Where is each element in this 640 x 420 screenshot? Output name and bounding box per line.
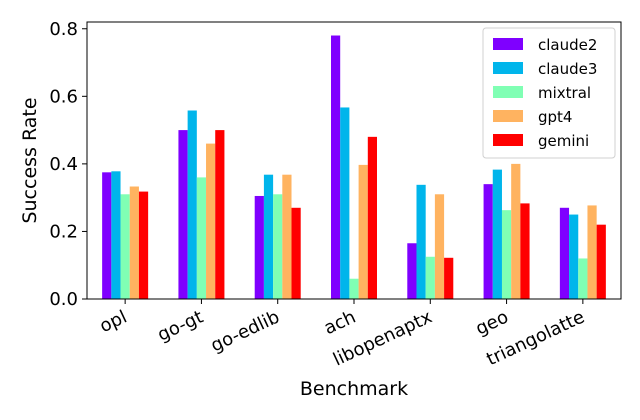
bar-gemini-triangolatte <box>596 224 606 299</box>
y-tick-label: 0.4 <box>49 154 78 175</box>
legend-swatch-gemini <box>493 134 523 146</box>
bar-gemini-go-edlib <box>291 207 301 299</box>
bar-mixtral-triangolatte <box>578 258 588 299</box>
bar-claude3-opl <box>111 171 121 299</box>
bar-mixtral-go-edlib <box>273 194 283 299</box>
bar-claude3-ach <box>340 107 350 300</box>
bar-claude3-geo <box>492 169 502 299</box>
legend-label-mixtral: mixtral <box>538 84 591 102</box>
x-tick-label: ach <box>321 306 359 339</box>
bar-gpt4-go-gt <box>206 143 216 299</box>
bar-gemini-geo <box>520 203 530 299</box>
legend: claude2 claude3 mixtral gpt4 gemini <box>482 27 616 159</box>
bar-claude2-geo <box>483 184 493 299</box>
bar-claude2-ach <box>331 35 341 299</box>
bar-claude3-go-edlib <box>263 174 274 299</box>
y-axis: 0.0 0.2 0.4 0.6 0.8 <box>49 19 87 310</box>
bar-gpt4-libopenaptx <box>434 194 445 299</box>
bar-gemini-go-gt <box>215 130 225 299</box>
bar-claude2-go-gt <box>178 130 188 299</box>
bar-claude3-libopenaptx <box>416 184 426 299</box>
legend-swatch-mixtral <box>493 86 523 98</box>
legend-swatch-claude3 <box>493 62 523 74</box>
x-axis-label: Benchmark <box>300 378 408 400</box>
bar-gpt4-ach <box>358 164 368 299</box>
y-tick-label: 0.8 <box>49 19 78 40</box>
bar-gemini-libopenaptx <box>444 257 454 299</box>
legend-label-claude3: claude3 <box>538 60 597 78</box>
y-tick-label: 0.6 <box>49 86 78 107</box>
bar-claude3-triangolatte <box>569 214 579 299</box>
bar-claude2-opl <box>102 172 112 299</box>
bar-gpt4-triangolatte <box>587 205 597 299</box>
y-axis-label: Success Rate <box>19 97 41 223</box>
x-tick-label: opl <box>96 306 130 337</box>
x-tick-label: go-edlib <box>208 306 283 356</box>
bar-claude2-go-edlib <box>254 195 264 299</box>
y-tick-label: 0.2 <box>49 221 78 242</box>
bar-gemini-opl <box>138 191 149 299</box>
legend-box <box>482 27 616 159</box>
y-tick-label: 0.0 <box>49 289 78 310</box>
legend-swatch-claude2 <box>493 38 523 50</box>
bar-gpt4-opl <box>129 186 139 299</box>
x-tick-label: go-gt <box>154 306 206 345</box>
bar-gpt4-geo <box>511 163 521 299</box>
bar-claude2-triangolatte <box>559 207 570 299</box>
legend-label-gpt4: gpt4 <box>538 108 572 126</box>
x-tick-label: geo <box>472 306 511 339</box>
bar-mixtral-go-gt <box>196 177 207 299</box>
bar-mixtral-ach <box>349 278 359 299</box>
bars-layer <box>102 35 606 300</box>
bar-claude3-go-gt <box>187 110 197 299</box>
bar-mixtral-geo <box>501 210 512 299</box>
plot-frame <box>86 21 622 300</box>
legend-label-gemini: gemini <box>538 132 589 150</box>
legend-swatch-gpt4 <box>493 110 523 122</box>
bar-gpt4-go-edlib <box>282 174 292 299</box>
bar-mixtral-opl <box>120 194 130 299</box>
bar-gemini-ach <box>367 136 377 299</box>
bar-claude2-libopenaptx <box>407 243 417 299</box>
bar-mixtral-libopenaptx <box>425 256 435 299</box>
legend-label-claude2: claude2 <box>538 36 597 54</box>
